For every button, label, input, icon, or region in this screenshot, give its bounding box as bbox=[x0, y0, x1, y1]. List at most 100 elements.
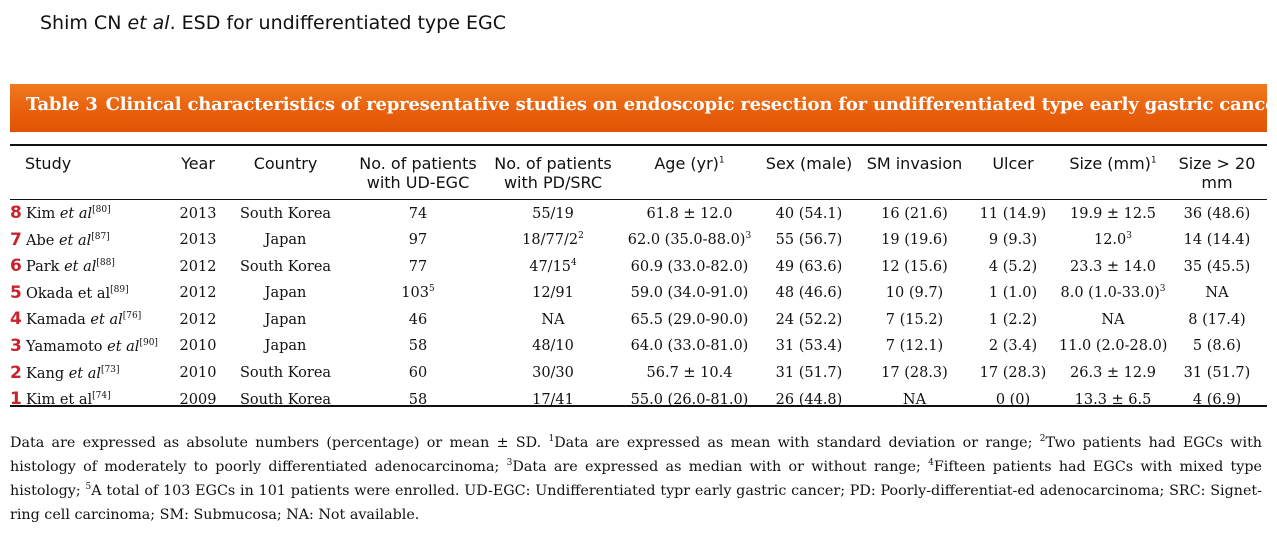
cell-size-over-20: 14 (14.4) bbox=[1183, 232, 1251, 249]
cell-country: South Korea bbox=[239, 205, 332, 222]
cell-age: 65.5 (29.0-90.0) bbox=[630, 311, 749, 328]
cell-year: 2012 bbox=[179, 311, 217, 328]
cell-pd-src: 55/19 bbox=[532, 205, 574, 222]
cell-size-over-20: 31 (51.7) bbox=[1183, 365, 1251, 382]
row-number: 3 bbox=[10, 335, 22, 356]
cell-ulcer: 17 (28.3) bbox=[979, 365, 1047, 382]
cell-pd-src: 47/154 bbox=[529, 257, 577, 275]
cell-sm-invasion: 10 (9.7) bbox=[885, 285, 944, 302]
cell-ulcer: 11 (14.9) bbox=[979, 205, 1047, 222]
cell-year: 2012 bbox=[179, 285, 217, 302]
cell-size: 23.3 ± 14.0 bbox=[1070, 258, 1156, 275]
cell-sex: 55 (56.7) bbox=[775, 232, 843, 249]
cell-ulcer: 1 (1.0) bbox=[988, 285, 1038, 302]
table-top-rule bbox=[10, 144, 1267, 146]
cell-year: 2013 bbox=[179, 205, 217, 222]
cell-sex: 31 (53.4) bbox=[775, 338, 843, 355]
cell-size: 19.9 ± 12.5 bbox=[1070, 205, 1156, 222]
row-number: 5 bbox=[10, 282, 22, 303]
cell-sm-invasion: NA bbox=[902, 391, 927, 408]
cell-study: 1 Kim et al[74] bbox=[10, 387, 178, 414]
cell-ulcer: 9 (9.3) bbox=[988, 232, 1038, 249]
cell-sex: 40 (54.1) bbox=[775, 205, 843, 222]
cell-study: 8 Kim et al[80] bbox=[10, 199, 178, 228]
table-body: 8 Kim et al[80] 2013 South Korea 74 55/19 61.8… bbox=[10, 199, 1267, 414]
cell-country: Japan bbox=[264, 311, 307, 328]
cell-ulcer: 0 (0) bbox=[995, 391, 1031, 408]
table-title: Table 3 Clinical characteristics of repre… bbox=[26, 94, 1277, 115]
running-head: Shim CN et al. ESD for undifferentiated … bbox=[40, 12, 506, 34]
row-number: 6 bbox=[10, 256, 22, 277]
cell-sm-invasion: 17 (28.3) bbox=[881, 365, 948, 382]
table-row: 4 Kamada et al[76] 2012 Japan 46 NA 65.5 (29.0… bbox=[10, 307, 1267, 334]
col-age: Age (yr)1 bbox=[654, 154, 725, 173]
table-row: 8 Kim et al[80] 2013 South Korea 74 55/19 61.8… bbox=[10, 199, 1267, 228]
cell-country: Japan bbox=[264, 232, 307, 249]
cell-pd-src: 17/41 bbox=[532, 391, 574, 408]
cell-ud-egc: 60 bbox=[408, 365, 428, 382]
row-number: 4 bbox=[10, 309, 22, 330]
cell-country: Japan bbox=[264, 285, 307, 302]
cell-size: 8.0 (1.0-33.0)3 bbox=[1060, 284, 1166, 302]
cell-age: 62.0 (35.0-88.0)3 bbox=[627, 231, 752, 249]
cell-country: Japan bbox=[264, 338, 307, 355]
cell-size-over-20: NA bbox=[1205, 285, 1229, 302]
cell-age: 60.9 (33.0-82.0) bbox=[630, 258, 749, 275]
row-number: 8 bbox=[10, 203, 22, 223]
cell-age: 56.7 ± 10.4 bbox=[646, 365, 733, 382]
cell-age: 61.8 ± 12.0 bbox=[646, 205, 733, 222]
cell-ulcer: 4 (5.2) bbox=[988, 258, 1038, 275]
table-row: 6 Park et al[88] 2012 South Korea 77 47/154 60… bbox=[10, 254, 1267, 281]
col-size-over-20: Size > 20 mm bbox=[1178, 154, 1256, 192]
table-row: 1 Kim et al[74] 2009 South Korea 58 17/41 55.0… bbox=[10, 387, 1267, 414]
cell-sex: 26 (44.8) bbox=[775, 391, 843, 408]
cell-sex: 49 (63.6) bbox=[775, 258, 843, 275]
table-row: 7 Abe et al[87] 2013 Japan 97 18/77/22 62.0 (3… bbox=[10, 228, 1267, 255]
cell-study: 4 Kamada et al[76] bbox=[10, 307, 178, 334]
table-bottom-rule bbox=[10, 405, 1267, 407]
cell-ud-egc: 58 bbox=[408, 338, 428, 355]
cell-ulcer: 1 (2.2) bbox=[988, 311, 1038, 328]
cell-pd-src: 48/10 bbox=[532, 338, 574, 355]
row-number: 7 bbox=[10, 229, 22, 250]
cell-study: 6 Park et al[88] bbox=[10, 254, 178, 281]
row-number: 2 bbox=[10, 362, 22, 383]
cell-study: 2 Kang et al[73] bbox=[10, 361, 178, 388]
cell-size: 13.3 ± 6.5 bbox=[1074, 391, 1152, 408]
col-sm-invasion: SM invasion bbox=[866, 154, 963, 173]
cell-country: South Korea bbox=[239, 365, 332, 382]
cell-sm-invasion: 19 (19.6) bbox=[881, 232, 948, 249]
cell-size: NA bbox=[1101, 311, 1125, 328]
cell-pd-src: 12/91 bbox=[532, 285, 574, 302]
cell-study: 3 Yamamoto et al[90] bbox=[10, 334, 178, 361]
table-header-rule bbox=[10, 199, 1267, 200]
cell-ud-egc: 97 bbox=[408, 232, 428, 249]
col-study: Study bbox=[25, 154, 72, 173]
cell-age: 64.0 (33.0-81.0) bbox=[630, 338, 749, 355]
cell-year: 2010 bbox=[179, 338, 217, 355]
cell-sex: 48 (46.6) bbox=[775, 285, 843, 302]
cell-sex: 31 (51.7) bbox=[775, 365, 843, 382]
cell-year: 2013 bbox=[179, 232, 217, 249]
cell-ud-egc: 1035 bbox=[401, 284, 435, 302]
cell-study: 5 Okada et al[89] bbox=[10, 281, 178, 308]
table-header-row: Study Year Country No. of patients with U… bbox=[10, 150, 1267, 199]
cell-size-over-20: 36 (48.6) bbox=[1183, 205, 1251, 222]
cell-age: 55.0 (26.0-81.0) bbox=[630, 391, 749, 408]
cell-ud-egc: 74 bbox=[408, 205, 428, 222]
table-row: 5 Okada et al[89] 2012 Japan 1035 12/91 59.0 (… bbox=[10, 281, 1267, 308]
cell-sm-invasion: 12 (15.6) bbox=[881, 258, 948, 275]
col-size: Size (mm)1 bbox=[1069, 154, 1157, 173]
col-country: Country bbox=[253, 154, 318, 173]
cell-country: South Korea bbox=[239, 258, 332, 275]
col-pd-src: No. of patients with PD/SRC bbox=[494, 154, 612, 192]
cell-size: 11.0 (2.0-28.0) bbox=[1059, 338, 1168, 355]
cell-year: 2009 bbox=[179, 391, 217, 408]
table-row: 2 Kang et al[73] 2010 South Korea 60 30/30 56.… bbox=[10, 361, 1267, 388]
cell-sm-invasion: 16 (21.6) bbox=[881, 205, 948, 222]
cell-size: 12.03 bbox=[1093, 231, 1133, 249]
cell-size-over-20: 4 (6.9) bbox=[1192, 391, 1242, 408]
table-footnote: Data are expressed as absolute numbers (… bbox=[10, 434, 1263, 523]
cell-sex: 24 (52.2) bbox=[775, 311, 843, 328]
cell-study: 7 Abe et al[87] bbox=[10, 228, 178, 255]
